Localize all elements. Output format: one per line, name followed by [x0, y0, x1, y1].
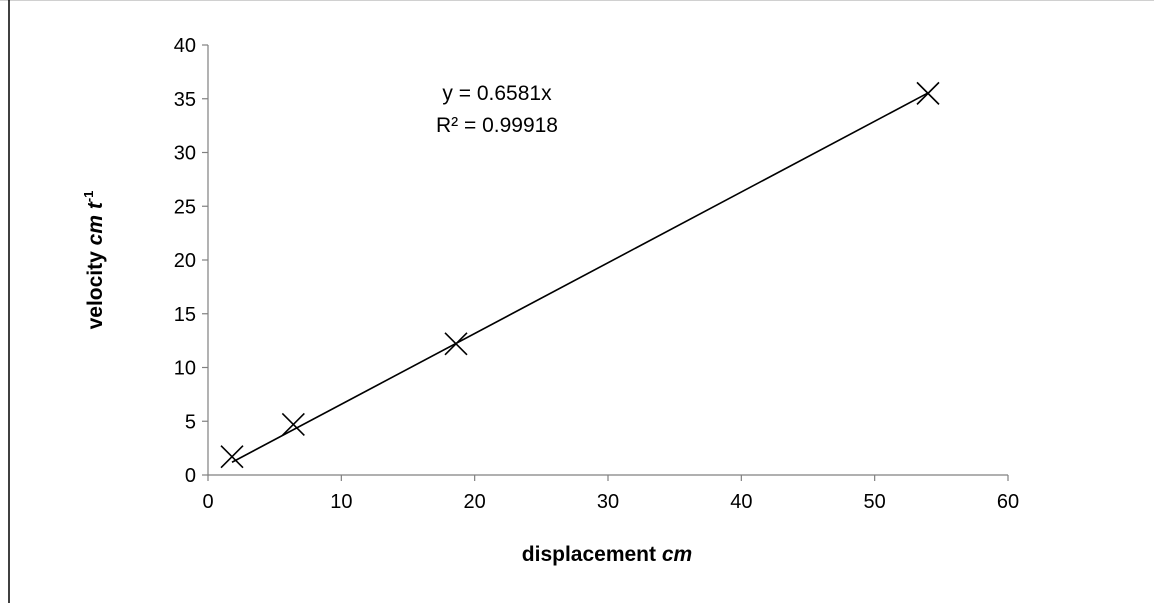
y-axis-title-unit: cm t — [84, 201, 107, 245]
trendline-equation: y = 0.6581x R² = 0.99918 — [436, 82, 558, 137]
x-axis: 0 10 20 30 40 50 60 — [202, 474, 1019, 513]
y-axis-title: velocity cm t-1 — [81, 191, 107, 330]
data-point — [281, 412, 305, 437]
x-tick-label: 20 — [464, 491, 486, 513]
x-tick-label: 50 — [864, 491, 886, 513]
x-tick-label: 10 — [330, 491, 352, 513]
y-tick-label: 5 — [185, 411, 196, 433]
y-tick-label: 10 — [174, 358, 196, 380]
y-tick-label: 15 — [174, 304, 196, 326]
x-axis-title: displacement cm — [522, 543, 692, 566]
x-tick-label: 60 — [997, 491, 1019, 513]
y-tick-label: 40 — [174, 35, 196, 57]
x-tick-label: 40 — [730, 491, 752, 513]
data-point — [916, 81, 940, 105]
y-axis-title-exponent: -1 — [81, 191, 96, 203]
data-points — [220, 81, 940, 469]
y-tick-label: 0 — [185, 465, 196, 487]
x-axis-title-unit: cm — [662, 543, 692, 566]
y-tick-label: 25 — [174, 196, 196, 218]
trendline-path — [231, 92, 929, 463]
y-tick-label: 35 — [174, 89, 196, 111]
x-tick-label: 0 — [202, 491, 213, 513]
y-tick-label: 30 — [174, 143, 196, 165]
y-tick-label: 20 — [174, 250, 196, 272]
x-axis-title-text: displacement — [522, 543, 662, 566]
equation-text: y = 0.6581x — [442, 82, 552, 105]
r-squared-text: R² = 0.99918 — [436, 114, 558, 137]
y-axis: 0 5 10 15 20 25 30 35 40 — [174, 35, 209, 487]
data-point — [444, 332, 468, 356]
trendline — [231, 92, 929, 463]
y-axis-title-text: velocity — [84, 245, 107, 329]
x-tick-label: 30 — [597, 491, 619, 513]
data-point — [220, 445, 244, 469]
